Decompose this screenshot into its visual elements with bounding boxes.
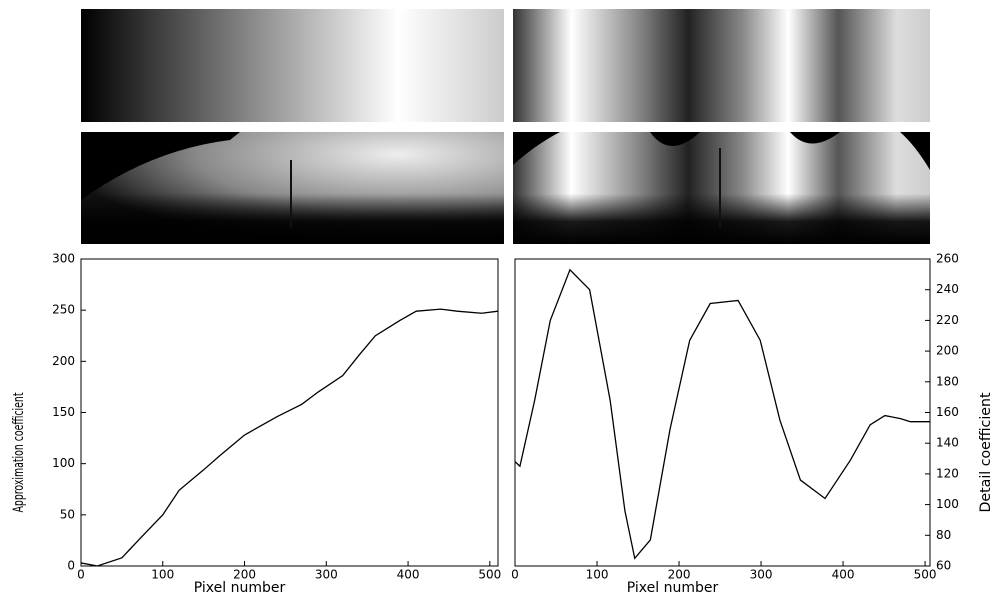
x-tick-label: 500 (478, 568, 501, 582)
x-tick-label: 0 (77, 568, 85, 582)
x-tick-label: 400 (397, 568, 420, 582)
y-tick-label: 260 (936, 252, 959, 266)
y-tick-label: 200 (936, 344, 959, 358)
images (81, 9, 930, 244)
y-tick-label: 160 (936, 405, 959, 419)
y-tick-label: 240 (936, 282, 959, 296)
x-tick-label: 100 (586, 568, 609, 582)
x-axis-label: Pixel number (627, 580, 719, 596)
x-tick-label: 200 (668, 568, 691, 582)
image-detail (513, 9, 930, 122)
plot-frame (80, 258, 499, 567)
plot-frame (514, 258, 931, 567)
x-tick-label: 500 (914, 568, 937, 582)
y-tick-label: 50 (60, 507, 75, 521)
x-tick-label: 400 (832, 568, 855, 582)
y-tick-label: 200 (52, 354, 75, 368)
x-tick-label: 100 (151, 568, 174, 582)
x-axis-label: Pixel number (194, 580, 286, 596)
y-tick-label: 80 (936, 528, 951, 542)
y-axis-label: Detail coefficient (978, 392, 994, 513)
y-tick-label: 100 (936, 497, 959, 511)
y-tick-label: 140 (936, 436, 959, 450)
shade (81, 132, 240, 200)
y-tick-label: 220 (936, 313, 959, 327)
image-approximation (81, 9, 504, 122)
y-tick-label: 120 (936, 466, 959, 480)
x-tick-label: 0 (511, 568, 519, 582)
y-tick-label: 250 (52, 303, 75, 317)
y-tick-label: 150 (52, 405, 75, 419)
y-axis-label: Approximation coefficient (11, 392, 27, 512)
shade (513, 132, 930, 244)
x-tick-label: 300 (750, 568, 773, 582)
y-tick-label: 0 (67, 559, 75, 573)
y-tick-label: 300 (52, 252, 75, 266)
line-series (80, 308, 499, 567)
x-tick-label: 200 (233, 568, 256, 582)
y-tick-label: 100 (52, 456, 75, 470)
y-tick-label: 180 (936, 374, 959, 388)
x-tick-label: 300 (315, 568, 338, 582)
y-tick-label: 60 (936, 559, 951, 573)
line-series (514, 268, 930, 560)
